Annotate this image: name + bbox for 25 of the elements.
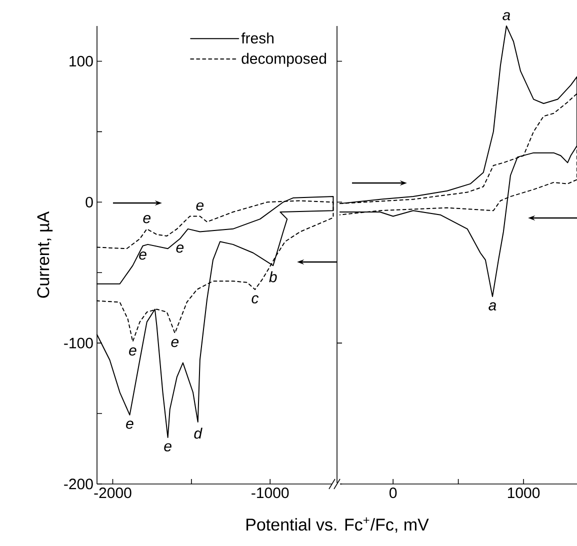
annotation: a xyxy=(502,12,510,20)
annotation: d xyxy=(194,428,202,439)
annotation: b xyxy=(269,271,277,282)
y-tick-label: 0 xyxy=(86,196,93,208)
y-axis-title: Current, µA xyxy=(37,211,53,298)
x-tick-label: 0 xyxy=(390,488,397,498)
legend-label: decomposed xyxy=(242,52,326,67)
x-tick-label: -1000 xyxy=(252,488,289,498)
annotation: e xyxy=(129,347,136,356)
x-axis-title: Potential vs. Fc$^{+}$/Fc, mV xyxy=(246,517,429,533)
annotation: e xyxy=(126,420,134,429)
annotation: e xyxy=(143,215,150,224)
annotation: e xyxy=(139,252,146,260)
y-tick-label: -100 xyxy=(64,338,93,348)
y-tick-label: -200 xyxy=(64,478,93,490)
legend-label: fresh xyxy=(241,32,274,44)
annotation: a xyxy=(488,302,496,310)
annotation: e xyxy=(164,443,172,452)
annotation: e xyxy=(176,244,184,253)
annotation: e xyxy=(196,202,204,211)
annotation: e xyxy=(171,338,179,348)
x-tick-label: -2000 xyxy=(94,488,132,498)
x-tick-label: 1000 xyxy=(508,488,540,498)
y-tick-label: 100 xyxy=(70,56,93,67)
annotation: c xyxy=(252,295,259,304)
